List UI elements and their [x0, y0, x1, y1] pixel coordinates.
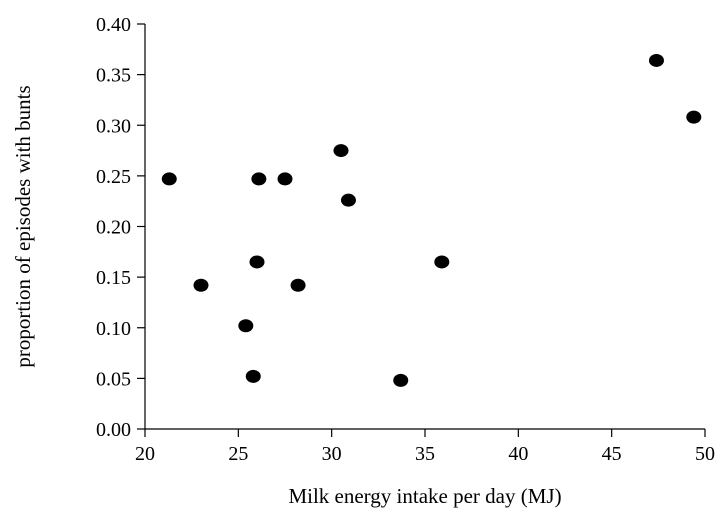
- y-axis-title: proportion of episodes with bunts: [11, 85, 35, 367]
- x-tick-label: 50: [695, 443, 715, 465]
- data-point: [393, 373, 409, 387]
- data-point: [686, 110, 702, 124]
- y-tick-label: 0.20: [96, 217, 131, 239]
- x-tick-label: 35: [415, 443, 435, 465]
- data-point: [245, 369, 261, 383]
- data-point: [333, 144, 349, 158]
- data-point: [238, 319, 254, 333]
- x-tick-label: 40: [508, 443, 528, 465]
- x-tick-label: 20: [135, 443, 155, 465]
- x-axis-ticks: 20 25 30 35 40 45 50: [135, 429, 715, 465]
- data-point: [648, 53, 664, 67]
- data-point: [251, 172, 267, 186]
- y-tick-label: 0.25: [96, 166, 131, 188]
- y-tick-label: 0.40: [96, 14, 131, 36]
- y-axis-ticks: 0.00 0.05 0.10 0.15 0.20 0.25 0.30 0.35 0.40: [96, 14, 145, 441]
- data-point: [434, 255, 450, 269]
- y-tick-label: 0.35: [96, 65, 131, 87]
- data-point: [193, 278, 209, 292]
- data-point: [340, 193, 356, 207]
- data-point: [290, 278, 306, 292]
- y-tick-label: 0.30: [96, 115, 131, 137]
- y-tick-label: 0.05: [96, 368, 131, 390]
- y-tick-label: 0.10: [96, 318, 131, 340]
- y-tick-label: 0.15: [96, 267, 131, 289]
- x-tick-label: 25: [228, 443, 248, 465]
- x-tick-label: 30: [322, 443, 342, 465]
- x-axis-title: Milk energy intake per day (MJ): [288, 484, 561, 508]
- axes: [144, 24, 705, 430]
- data-point: [249, 255, 265, 269]
- data-point: [161, 172, 177, 186]
- data-point: [277, 172, 293, 186]
- data-points: [161, 53, 702, 387]
- x-tick-label: 45: [602, 443, 622, 465]
- y-tick-label: 0.00: [96, 419, 131, 441]
